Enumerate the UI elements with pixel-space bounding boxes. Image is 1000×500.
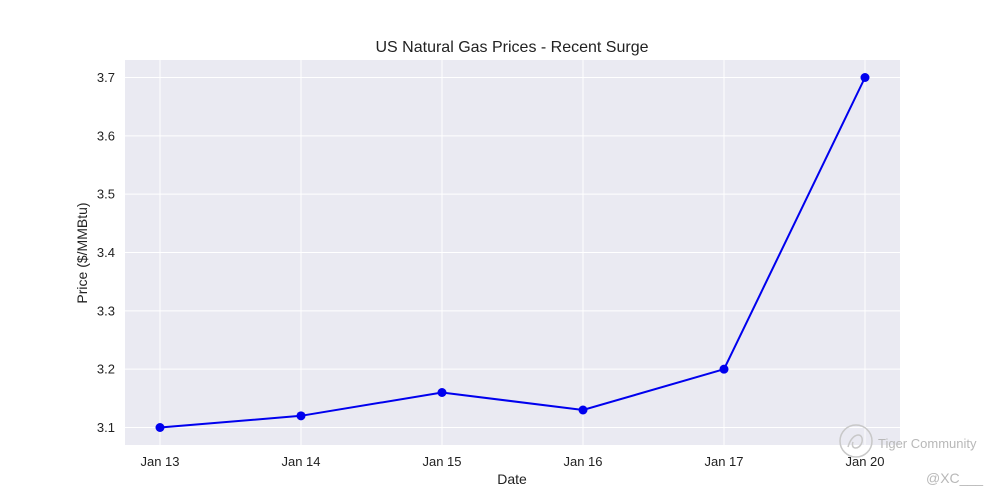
y-tick-label: 3.4: [97, 245, 115, 260]
y-tick-label: 3.3: [97, 303, 115, 318]
y-tick-label: 3.1: [97, 420, 115, 435]
watermark-brand: Tiger Community: [878, 436, 977, 451]
y-tick-labels: 3.1 3.2 3.3 3.4 3.5 3.6 3.7: [97, 70, 115, 435]
x-tick-label: Jan 14: [281, 454, 320, 469]
x-tick-label: Jan 13: [140, 454, 179, 469]
tiger-logo-swirl: [847, 434, 863, 449]
chart-title: US Natural Gas Prices - Recent Surge: [376, 39, 649, 56]
series-line: [159, 77, 866, 429]
x-tick-label: Jan 17: [704, 454, 743, 469]
watermark: Tiger Community @XC___: [839, 424, 983, 486]
data-point: [860, 73, 870, 82]
x-tick-label: Jan 15: [422, 454, 461, 469]
data-point: [719, 364, 729, 374]
data-point: [155, 423, 165, 432]
x-tick-label: Jan 16: [563, 454, 602, 469]
y-axis-label: Price ($/MMBtu): [74, 202, 90, 303]
x-tick-label: Jan 20: [845, 454, 884, 469]
data-points: [155, 73, 870, 432]
x-axis-label: Date: [497, 471, 527, 487]
x-tick-labels: Jan 13 Jan 14 Jan 15 Jan 16 Jan 17 Jan 20: [140, 454, 884, 469]
y-tick-label: 3.7: [97, 70, 115, 85]
data-point: [437, 388, 447, 397]
grid: [125, 60, 900, 445]
data-point: [296, 411, 306, 421]
watermark-handle: @XC___: [926, 470, 983, 486]
tiger-logo-icon: [839, 424, 873, 458]
data-point: [578, 405, 588, 415]
y-tick-label: 3.6: [97, 128, 115, 143]
y-tick-label: 3.2: [97, 362, 115, 377]
y-tick-label: 3.5: [97, 187, 115, 202]
